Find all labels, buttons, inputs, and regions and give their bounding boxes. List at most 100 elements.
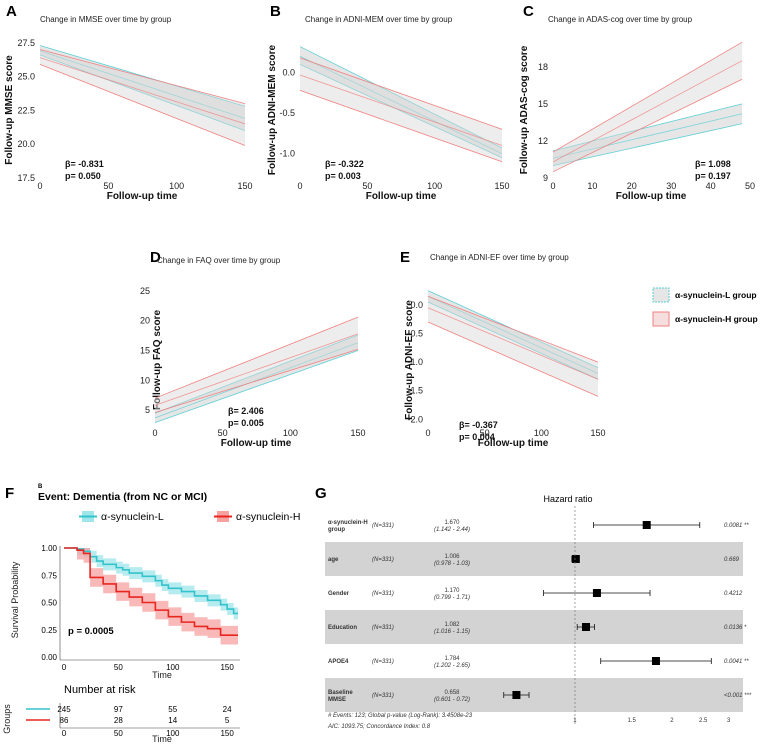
x-tick-label: 150 <box>350 428 365 438</box>
legend-swatch-h <box>652 311 670 327</box>
x-axis-label: Follow-up time <box>221 438 292 449</box>
forest-x-tick-label: 1 <box>573 718 577 724</box>
x-tick-label: 100 <box>169 181 184 191</box>
y-tick-label: 12 <box>538 136 548 146</box>
ci-upper-l <box>552 103 743 152</box>
km-legend-label-l: α-synuclein-L <box>101 511 164 523</box>
ci-band-l <box>300 46 502 158</box>
panel-letter: B <box>270 3 281 20</box>
panel-title: Change in MMSE over time by group <box>40 15 172 24</box>
forest-row-hr: 1.170 <box>444 588 460 594</box>
forest-row-n: (N=331) <box>372 557 394 563</box>
ci-upper-l <box>39 45 246 107</box>
y-tick-label: 9 <box>543 173 548 183</box>
panel-b: B Change in ADNI-MEM over time by group … <box>267 3 510 202</box>
forest-row-ci: (0.601 - 0.72) <box>434 697 470 703</box>
risk-table-title: Number at risk <box>64 684 136 696</box>
km-y-tick-label: 0.50 <box>41 599 57 608</box>
forest-x-tick-label: 2.5 <box>699 718 708 724</box>
km-x-axis-label: Time <box>152 670 172 680</box>
km-y-tick-label: 1.00 <box>41 544 57 553</box>
beta-value: β= -0.322 <box>325 159 364 169</box>
km-y-tick-label: 0.25 <box>41 626 57 635</box>
p-value: p= 0.050 <box>65 171 101 181</box>
forest-row-label: Gender <box>328 591 350 597</box>
x-axis-label: Follow-up time <box>107 191 178 202</box>
x-axis-label: Follow-up time <box>366 191 437 202</box>
ci-lower-l <box>39 54 246 132</box>
plot-area <box>427 290 599 397</box>
y-tick-label: 27.5 <box>17 38 35 48</box>
forest-point <box>512 691 521 699</box>
beta-value: β= 2.406 <box>228 406 264 416</box>
panel-title: Change in ADNI-EF over time by group <box>430 253 569 262</box>
x-tick-label: 100 <box>283 428 298 438</box>
y-tick-label: 20 <box>140 316 150 326</box>
km-title: Event: Dementia (from NC or MCI) <box>38 491 207 503</box>
risk-count: 245 <box>57 705 71 714</box>
y-tick-label: 25.0 <box>17 72 35 82</box>
risk-count: 86 <box>60 716 69 725</box>
km-plot-area <box>64 547 238 645</box>
forest-row-ci: (1.016 - 1.15) <box>434 629 470 635</box>
ci-band-l <box>553 103 743 166</box>
ci-band-l <box>40 45 245 131</box>
x-tick-label: 150 <box>237 181 252 191</box>
risk-count: 97 <box>114 705 123 714</box>
forest-row-shade <box>325 678 743 712</box>
km-y-tick-label: 0.75 <box>41 571 57 580</box>
forest-row-hr: 1.784 <box>444 656 460 662</box>
fit-line-l <box>154 342 359 419</box>
x-tick-label: 0 <box>152 428 157 438</box>
p-value: p= 0.197 <box>695 171 731 181</box>
y-tick-label: 10 <box>140 375 150 385</box>
ci-lower-l <box>154 350 359 423</box>
ci-band-h <box>155 317 358 413</box>
plot-area <box>552 41 743 173</box>
risk-count: 5 <box>225 716 230 725</box>
forest-row-n: (N=331) <box>372 693 394 699</box>
ci-upper-h <box>154 316 359 399</box>
ci-lower-l <box>552 123 743 167</box>
x-tick-label: 150 <box>494 181 509 191</box>
plot-area <box>39 45 246 146</box>
ci-lower-h <box>552 78 743 173</box>
ci-upper-h <box>39 49 246 105</box>
x-tick-label: 0 <box>297 181 302 191</box>
panel-d: D Change in FAQ over time by group Follo… <box>140 249 366 449</box>
y-tick-label: 18 <box>538 62 548 72</box>
km-x-tick-label: 50 <box>114 663 123 672</box>
km-pvalue: p = 0.0005 <box>68 626 114 637</box>
panel-title: Change in FAQ over time by group <box>157 256 281 265</box>
beta-value: β= 1.098 <box>695 159 731 169</box>
km-y-tick-label: 0.00 <box>41 653 57 662</box>
beta-value: β= -0.367 <box>459 420 498 430</box>
y-axis-label: Follow-up MMSE score <box>4 55 15 165</box>
ci-band-h <box>40 49 245 146</box>
forest-row-shade <box>325 610 743 644</box>
forest-row-ci: (1.142 - 2.44) <box>434 527 470 533</box>
ci-band-h <box>553 42 743 172</box>
y-tick-label: 22.5 <box>17 105 35 115</box>
forest-row-ci: (0.978 - 1.03) <box>434 561 470 567</box>
fit-line-l <box>552 113 743 159</box>
km-ci-band-h <box>64 548 238 645</box>
panel-letter: E <box>400 249 410 266</box>
y-tick-label: -0.5 <box>407 328 423 338</box>
forest-row-label: α-synuclein-H group <box>328 520 368 533</box>
ci-lower-h <box>39 64 246 146</box>
group-legend: α-synuclein-L group α-synuclein-H group <box>652 287 758 327</box>
x-tick-label: 100 <box>427 181 442 191</box>
y-tick-label: -0.5 <box>279 108 295 118</box>
forest-point <box>651 657 660 665</box>
panel-c: C Change in ADAS-cog over time by group … <box>519 3 755 202</box>
fit-line-l <box>427 295 599 374</box>
risk-count: 14 <box>168 716 177 725</box>
km-ci-band-l <box>64 548 238 620</box>
y-tick-label: 17.5 <box>17 173 35 183</box>
fit-line-h <box>154 333 359 406</box>
x-tick-label: 0 <box>550 181 555 191</box>
forest-row-label: Baseline MMSE <box>328 690 353 703</box>
plot-area <box>299 46 503 163</box>
